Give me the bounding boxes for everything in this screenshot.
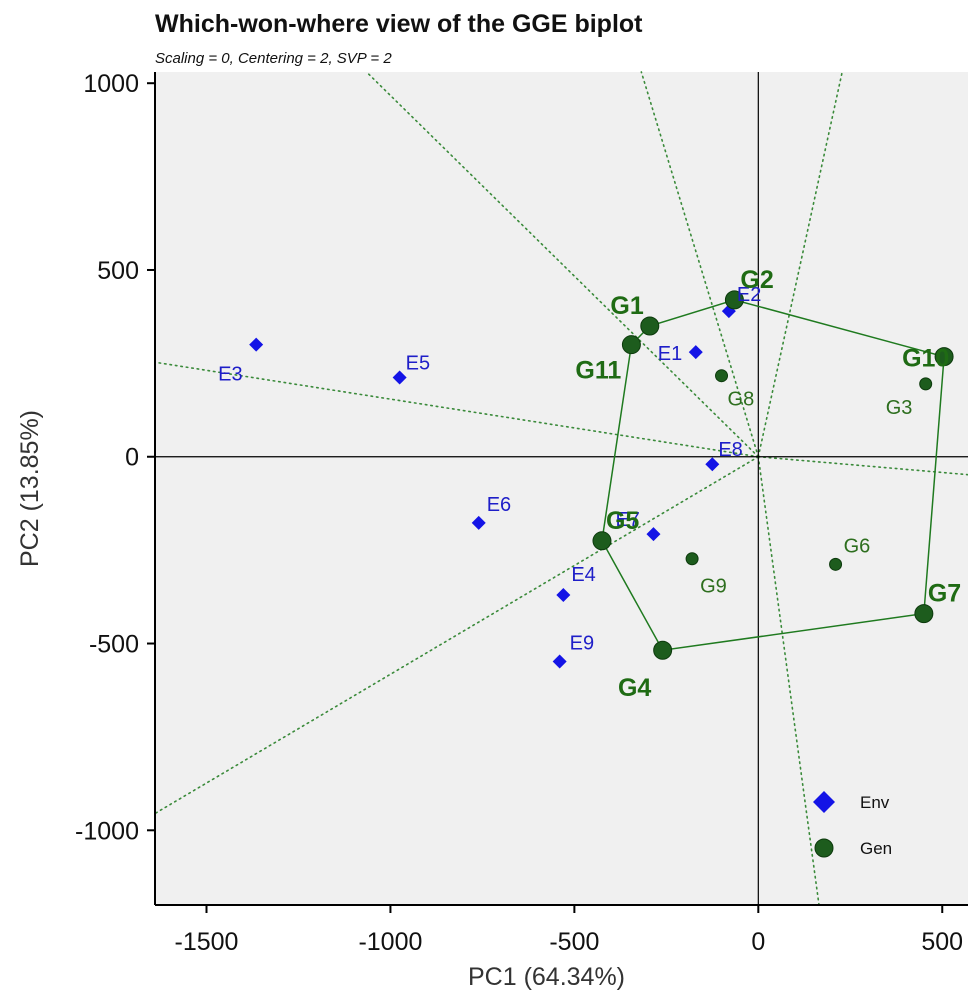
env-label-e1: E1: [658, 343, 682, 365]
env-point-e5: [392, 370, 407, 385]
y-axis-ticks: 1000 500 0 -500 -1000: [75, 70, 155, 845]
gen-point-g1: [640, 316, 660, 336]
x-tick-label: -1500: [175, 928, 239, 956]
x-tick-label: 0: [751, 928, 765, 956]
env-label-e9: E9: [570, 632, 594, 654]
sector-rays: [154, 71, 968, 906]
gen-point-g6: [829, 557, 843, 571]
legend-env-marker: [813, 791, 835, 813]
gen-label-g6: G6: [844, 535, 871, 557]
gen-point-g9: [685, 552, 699, 566]
sector-ray-4: [640, 71, 760, 458]
env-point-e9: [552, 654, 567, 669]
gen-label-g8: G8: [728, 389, 755, 411]
legend: Env Gen: [813, 791, 892, 858]
gen-label-g10: G10: [902, 345, 949, 373]
sector-ray-3: [365, 71, 760, 458]
gen-point-g8: [715, 369, 729, 383]
env-label-e2: E2: [737, 284, 761, 306]
gen-label-g7: G7: [928, 580, 961, 608]
x-axis-label: PC1 (64.34%): [468, 963, 625, 991]
reference-axes: [155, 72, 968, 905]
env-point-e6: [471, 515, 486, 530]
y-axis-label: PC2 (13.85%): [16, 410, 44, 567]
gen-label-g4: G4: [618, 674, 651, 702]
sector-ray-1: [154, 455, 760, 815]
legend-gen-marker: [814, 838, 834, 858]
x-tick-label: -500: [549, 928, 599, 956]
gen-label-g9: G9: [700, 576, 727, 598]
point-labels: E1 E2 E3 E4 E5 E6 E7 E8 E9 G1 G2 G3 G4 G5 G6 G7 G8 G9 G10 G…: [218, 266, 961, 702]
sector-ray-5: [757, 71, 843, 458]
gen-point-g7: [914, 604, 934, 624]
env-point-e8: [705, 457, 720, 472]
y-tick-label: 500: [97, 257, 139, 285]
y-tick-label: 1000: [83, 70, 139, 98]
x-axis-ticks: -1500 -1000 -500 0 500: [175, 905, 963, 956]
env-label-e4: E4: [571, 564, 595, 586]
sector-ray-7: [757, 455, 820, 906]
x-tick-label: -1000: [358, 928, 422, 956]
gen-point-g4: [653, 640, 673, 660]
gen-point-g11: [621, 335, 641, 355]
y-tick-label: -500: [89, 631, 139, 659]
gen-label-g1: G1: [610, 292, 643, 320]
env-label-e7: E7: [615, 509, 639, 531]
y-tick-label: -1000: [75, 817, 139, 845]
x-tick-label: 500: [921, 928, 963, 956]
axis-frame: [154, 72, 968, 906]
env-label-e5: E5: [406, 353, 430, 375]
gen-point-g3: [919, 377, 933, 391]
data-markers: [249, 290, 954, 669]
gen-label-g2: G2: [740, 266, 773, 294]
env-label-e8: E8: [718, 439, 742, 461]
env-point-e4: [556, 587, 571, 602]
plot-area: [155, 72, 968, 905]
env-point-e7: [646, 527, 661, 542]
which-won-where-polygon: [601, 299, 945, 652]
env-label-e6: E6: [487, 494, 511, 516]
chart-subtitle: Scaling = 0, Centering = 2, SVP = 2: [155, 50, 392, 67]
gen-point-g10: [934, 347, 954, 367]
env-point-e1: [688, 345, 703, 360]
legend-label-gen: Gen: [860, 839, 892, 858]
gen-label-g3: G3: [886, 397, 913, 419]
y-tick-label: 0: [125, 444, 139, 472]
env-point-e3: [249, 337, 264, 352]
gen-point-g5: [592, 531, 612, 551]
chart-title: Which-won-where view of the GGE biplot: [155, 10, 643, 38]
sector-ray-6: [757, 455, 968, 476]
gen-point-g2: [724, 290, 744, 310]
legend-label-env: Env: [860, 793, 890, 812]
env-label-e3: E3: [218, 364, 242, 386]
gen-label-g5: G5: [606, 507, 639, 535]
gen-label-g11: G11: [575, 357, 621, 385]
